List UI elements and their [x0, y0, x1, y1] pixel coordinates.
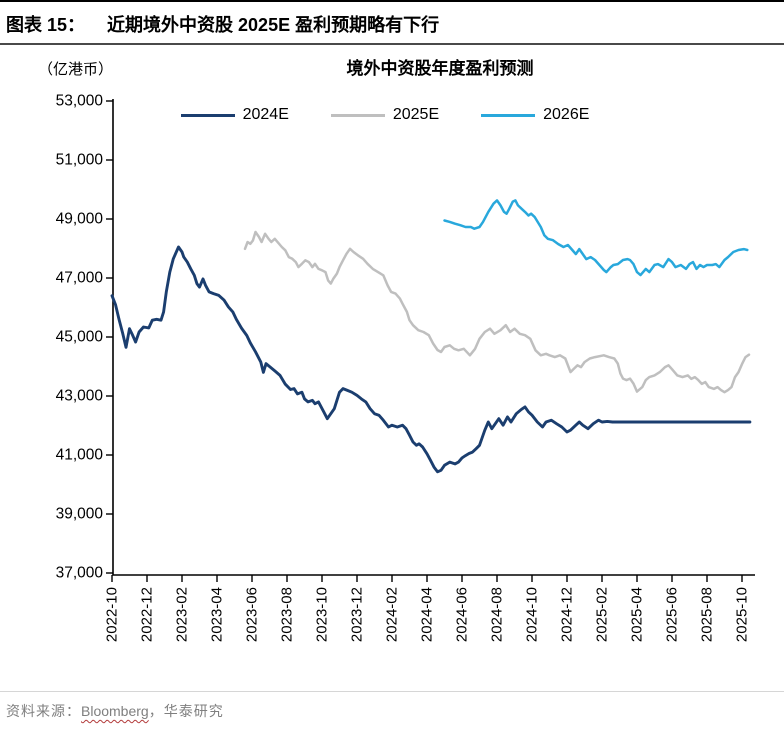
x-axis-label: 2025-04: [629, 587, 646, 642]
source-note: 资料来源：Bloomberg，华泰研究: [6, 701, 778, 721]
x-axis-label: 2024-12: [559, 587, 576, 642]
chart-legend: 2024E 2025E 2026E: [0, 106, 770, 124]
source-prefix: 资料来源：: [6, 703, 81, 719]
x-axis-label: 2025-06: [664, 587, 681, 642]
figure-title: 近期境外中资股 2025E 盈利预期略有下行: [107, 15, 440, 35]
x-axis-label: 2025-10: [734, 587, 751, 642]
y-axis-unit-label: （亿港币）: [38, 61, 114, 78]
x-axis-label: 2023-04: [209, 587, 226, 642]
x-axis-label: 2024-08: [489, 587, 506, 642]
x-axis-label: 2023-08: [279, 587, 296, 642]
legend-line-swatch-2025e: [330, 113, 385, 117]
source-link-bloomberg[interactable]: Bloomberg: [81, 703, 149, 719]
x-axis-label: 2023-12: [349, 587, 366, 642]
legend-label-2026e: 2026E: [543, 106, 590, 123]
x-axis-label: 2024-02: [384, 587, 401, 642]
y-axis-label: 43,000: [56, 388, 104, 405]
y-axis-label: 51,000: [56, 152, 104, 169]
y-axis-label: 45,000: [56, 329, 104, 346]
legend-line-swatch-2026e: [481, 113, 536, 117]
legend-label-2025e: 2025E: [392, 106, 440, 123]
series-line-2024E: [110, 245, 752, 474]
figure-number-label: 图表 15：: [6, 15, 86, 35]
x-axis-label: 2022-10: [104, 587, 121, 642]
footer-divider: [0, 691, 784, 692]
legend-item-2024e: 2024E: [180, 106, 289, 124]
y-axis-label: 53,000: [56, 93, 104, 110]
axes: [112, 99, 755, 576]
x-axis-label: 2025-02: [594, 587, 611, 642]
figure-header: 图表 15： 近期境外中资股 2025E 盈利预期略有下行: [6, 11, 778, 37]
series-line-2026E: [443, 199, 749, 277]
x-axis-label: 2023-10: [314, 587, 331, 642]
series-line-2025E: [243, 230, 751, 394]
x-axis-label: 2023-06: [244, 587, 261, 642]
y-axis-label: 39,000: [56, 506, 104, 523]
legend-item-2025e: 2025E: [330, 106, 440, 124]
x-axis-label: 2022-12: [139, 587, 156, 642]
y-axis-label: 37,000: [56, 565, 104, 582]
x-axis-label: 2023-02: [174, 587, 191, 642]
x-axis-label: 2024-10: [524, 587, 541, 642]
legend-line-swatch-2024e: [180, 113, 235, 117]
chart-title: 境外中资股年度盈利预测: [346, 59, 534, 78]
source-suffix: ，华泰研究: [148, 703, 224, 719]
x-axis-label: 2024-04: [419, 587, 436, 642]
legend-label-2024e: 2024E: [242, 106, 289, 123]
y-axis-label: 47,000: [56, 270, 104, 287]
x-axis-label: 2024-06: [454, 587, 471, 642]
header-divider: [0, 43, 784, 45]
legend-item-2026e: 2026E: [481, 106, 589, 124]
y-axis-label: 49,000: [56, 211, 104, 228]
y-axis-label: 41,000: [56, 447, 104, 464]
x-axis-label: 2025-08: [699, 587, 716, 642]
